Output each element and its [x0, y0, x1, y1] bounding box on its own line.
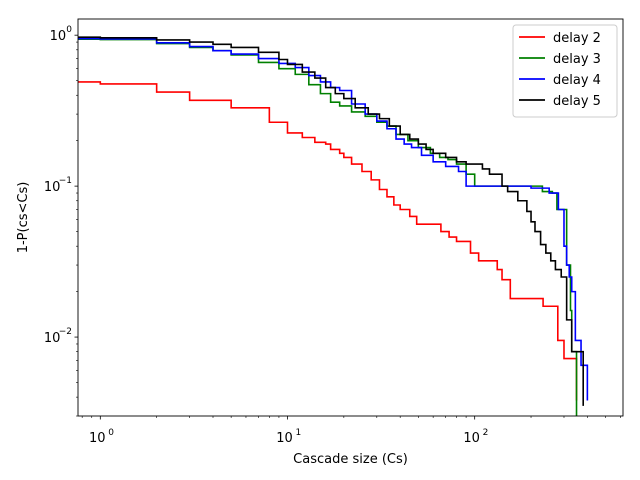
legend: delay 2 delay 3 delay 4 delay 5: [512, 24, 618, 118]
x-tick-label: 10: [276, 431, 293, 446]
x-tick-label: 10: [463, 431, 480, 446]
series-layer: [78, 36, 589, 416]
legend-box: [512, 24, 618, 118]
x-tick-exponent: 1: [295, 428, 301, 438]
y-tick-exponent: 0: [66, 25, 72, 35]
y-tick-label: 10: [44, 180, 61, 195]
series-line-2: [78, 81, 578, 401]
x-tick-exponent: 0: [108, 428, 114, 438]
y-tick-label: 10: [50, 29, 67, 44]
y-tick-exponent: −2: [59, 327, 72, 337]
legend-label: delay 2: [553, 31, 601, 46]
plot-frame: [77, 18, 624, 417]
x-axis-label: Cascade size (Cs): [293, 452, 408, 467]
legend-label: delay 3: [553, 52, 601, 67]
legend-label: delay 4: [553, 73, 601, 88]
y-tick-label: 10: [44, 331, 61, 346]
series-line-4: [78, 37, 589, 401]
legend-label: delay 5: [553, 94, 601, 109]
y-axis-label: 1-P(cs<Cs): [16, 182, 31, 254]
x-tick-exponent: 2: [483, 428, 489, 438]
series-line-5: [78, 36, 584, 406]
x-tick-label: 10: [89, 431, 106, 446]
y-tick-exponent: −1: [59, 176, 72, 186]
